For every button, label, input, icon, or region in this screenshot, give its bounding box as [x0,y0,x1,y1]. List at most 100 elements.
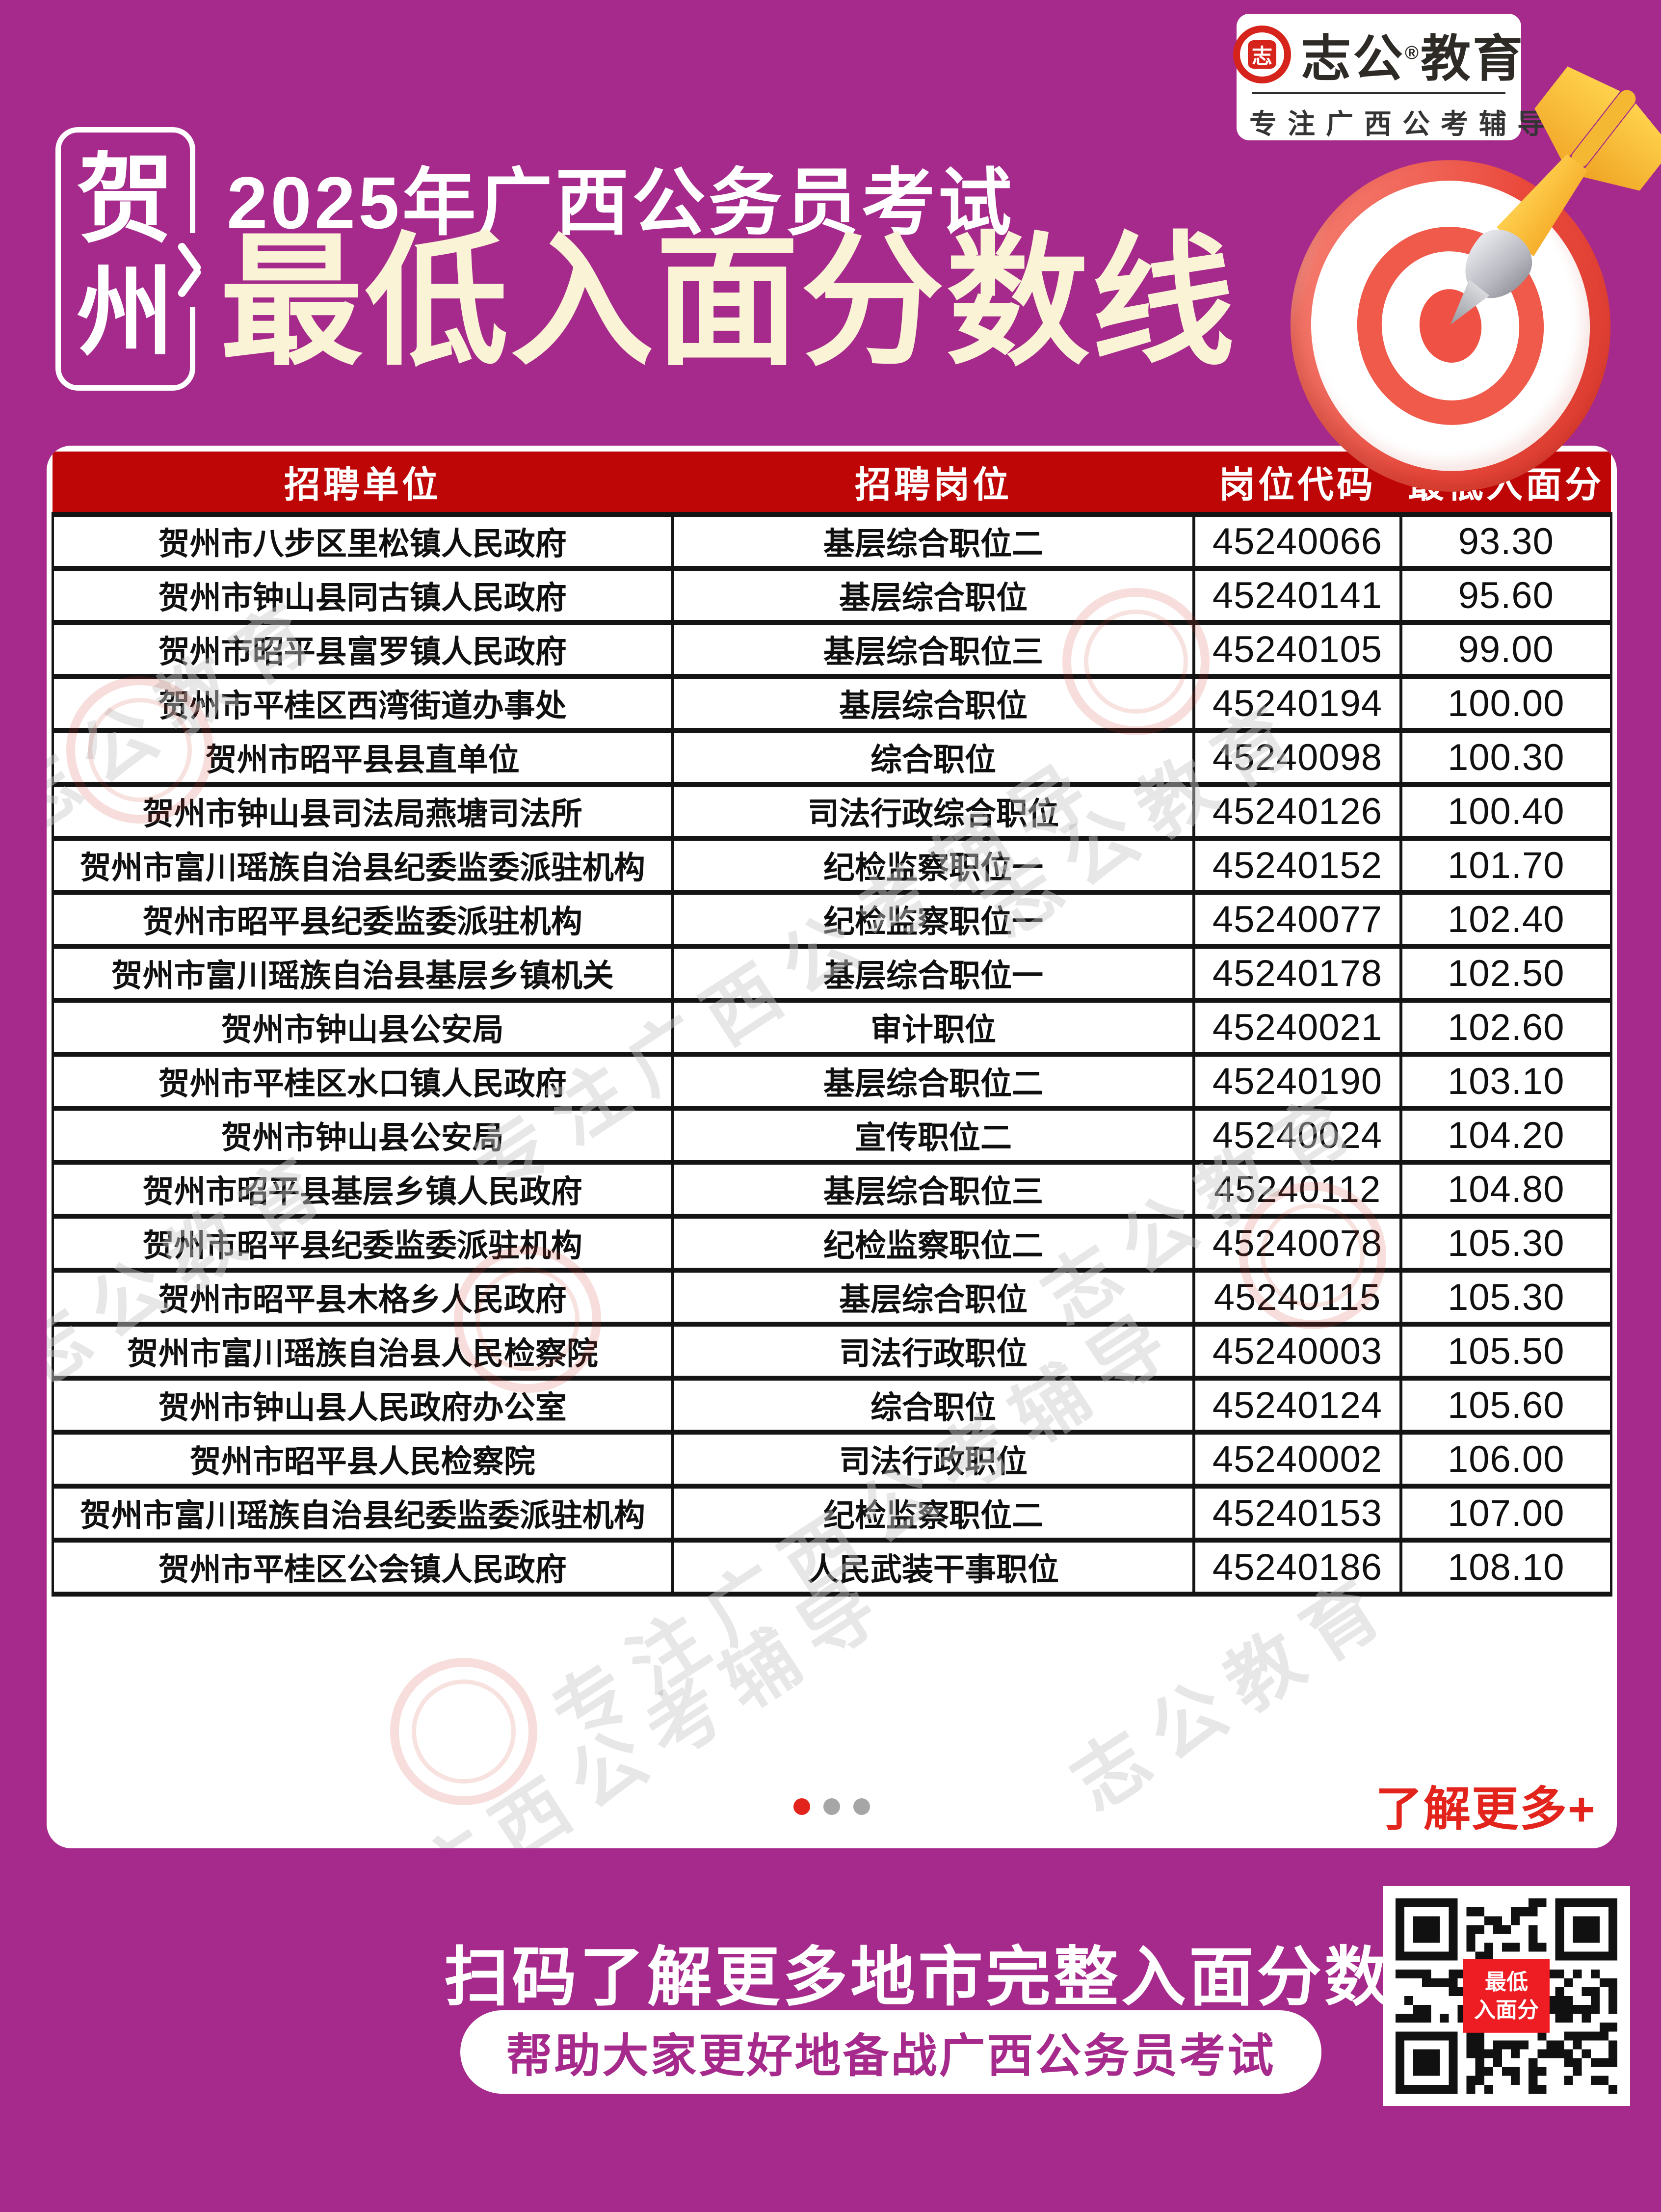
table-cell: 45240077 [1192,890,1401,946]
table-cell: 105.30 [1399,1214,1612,1270]
table-cell: 基层综合职位三 [671,620,1194,676]
table-cell: 贺州市平桂区西湾街道办事处 [51,674,673,730]
table-row: 贺州市钟山县司法局燕塘司法所 司法行政综合职位 45240126 100.40 [51,782,1612,838]
table-cell: 纪检监察职位二 [671,1214,1194,1270]
table-cell: 综合职位 [671,728,1194,784]
pagination-dot[interactable] [853,1798,870,1815]
table-cell: 45240153 [1192,1484,1401,1540]
table-cell: 45240190 [1192,1052,1401,1108]
table-cell: 贺州市富川瑶族自治县纪委监委派驻机构 [51,1484,673,1540]
pagination [793,1798,870,1815]
table-cell: 宣传职位二 [671,1106,1194,1162]
table-cell: 45240186 [1192,1538,1401,1597]
table-cell: 45240152 [1192,836,1401,892]
table-cell: 45240141 [1192,566,1401,622]
table-cell: 101.70 [1399,836,1612,892]
table-cell: 贺州市钟山县公安局 [51,998,673,1054]
qr-pattern [1396,1898,1617,2094]
table-cell: 纪检监察职位一 [671,890,1194,946]
brand-name: 志公®教育 [1301,19,1525,91]
table-cell: 105.60 [1399,1376,1612,1432]
table-cell: 基层综合职位 [671,1268,1194,1324]
table-cell: 102.50 [1399,944,1612,1000]
qr-label-line2: 入面分 [1474,1998,1539,2022]
table-row: 贺州市昭平县木格乡人民政府 基层综合职位 45240115 105.30 [51,1268,1612,1324]
brand-name-left: 志公 [1301,30,1405,87]
table-row: 贺州市平桂区西湾街道办事处 基层综合职位 45240194 100.00 [51,674,1612,730]
table-cell: 95.60 [1399,566,1612,622]
table-cell: 贺州市钟山县公安局 [51,1106,673,1162]
table-cell: 102.60 [1399,998,1612,1054]
table-cell: 审计职位 [671,998,1194,1054]
table-cell: 45240066 [1192,512,1401,568]
table-cell: 贺州市昭平县人民检察院 [51,1430,673,1486]
table-row: 贺州市昭平县基层乡镇人民政府 基层综合职位三 45240112 104.80 [51,1160,1612,1216]
table-cell: 基层综合职位二 [671,1052,1194,1108]
table-cell: 105.50 [1399,1322,1612,1378]
table-cell: 基层综合职位 [671,674,1194,730]
brand-tagline: 专注广西公考辅导 [1249,108,1556,139]
table-cell: 106.00 [1399,1430,1612,1486]
table-cell: 贺州市八步区里松镇人民政府 [51,512,673,568]
table-row: 贺州市平桂区公会镇人民政府 人民武装干事职位 45240186 108.10 [51,1538,1612,1597]
table-cell: 贺州市富川瑶族自治县基层乡镇机关 [51,944,673,1000]
table-row: 贺州市钟山县同古镇人民政府 基层综合职位 45240141 95.60 [51,566,1612,622]
table-cell: 基层综合职位一 [671,944,1194,1000]
table-cell: 纪检监察职位二 [671,1484,1194,1540]
table-cell: 108.10 [1399,1538,1612,1597]
table-cell: 贺州市平桂区公会镇人民政府 [51,1538,673,1597]
table-cell: 105.30 [1399,1268,1612,1324]
table-cell: 103.10 [1399,1052,1612,1108]
table-cell: 贺州市昭平县木格乡人民政府 [51,1268,673,1324]
table-cell: 司法行政综合职位 [671,782,1194,838]
table-cell: 贺州市钟山县司法局燕塘司法所 [51,782,673,838]
pagination-dot[interactable] [823,1798,840,1815]
table-cell: 93.30 [1399,512,1612,568]
table-cell: 贺州市平桂区水口镇人民政府 [51,1052,673,1108]
logo-core-character: 志 [1248,40,1276,69]
qr-label-line1: 最低 [1485,1970,1528,1994]
registered-trademark-icon: ® [1405,42,1421,63]
learn-more-link[interactable]: 了解更多+ [1375,1783,1596,1836]
table-cell: 司法行政职位 [671,1430,1194,1486]
table-cell: 45240112 [1192,1160,1401,1216]
pagination-dot-active[interactable] [793,1798,810,1815]
table-cell: 100.30 [1399,728,1612,784]
watermark-stamp-icon [390,1658,537,1805]
table-cell: 100.40 [1399,782,1612,838]
table-cell: 基层综合职位三 [671,1160,1194,1216]
table-cell: 45240115 [1192,1268,1401,1324]
table-cell: 107.00 [1399,1484,1612,1540]
table-cell: 贺州市富川瑶族自治县纪委监委派驻机构 [51,836,673,892]
table-cell: 贺州市钟山县同古镇人民政府 [51,566,673,622]
table-cell: 贺州市昭平县富罗镇人民政府 [51,620,673,676]
table-row: 贺州市八步区里松镇人民政府 基层综合职位二 45240066 93.30 [51,512,1612,568]
page-title-top: 2025年广西公务员考试 [227,161,1015,244]
table-row: 贺州市富川瑶族自治县纪委监委派驻机构 纪检监察职位一 45240152 101.70 [51,836,1612,892]
table-row: 贺州市昭平县纪委监委派驻机构 纪检监察职位一 45240077 102.40 [51,890,1612,946]
brand-divider [1252,92,1505,94]
table-cell: 45240098 [1192,728,1401,784]
city-badge: 贺 州 [55,127,208,391]
score-table: 招聘单位 招聘岗位 岗位代码 最低入面分 贺州市八步区里松镇人民政府 基层综合职位二 45… [51,452,1612,1597]
table-cell: 102.40 [1399,890,1612,946]
table-cell: 104.80 [1399,1160,1612,1216]
table-row: 贺州市昭平县纪委监委派驻机构 纪检监察职位二 45240078 105.30 [51,1214,1612,1270]
table-cell: 综合职位 [671,1376,1194,1432]
page-title-main: 最低入面分数线 [220,222,1237,382]
qr-code: 最低 入面分 [1383,1886,1630,2106]
table-cell: 司法行政职位 [671,1322,1194,1378]
table-cell: 45240126 [1192,782,1401,838]
table-cell: 104.20 [1399,1106,1612,1162]
city-char-1: 贺 [77,145,174,254]
table-cell: 100.00 [1399,674,1612,730]
table-cell: 贺州市昭平县纪委监委派驻机构 [51,1214,673,1270]
table-cell: 贺州市钟山县人民政府办公室 [51,1376,673,1432]
table-cell: 贺州市昭平县纪委监委派驻机构 [51,890,673,946]
table-cell: 45240124 [1192,1376,1401,1432]
zhigong-logo-icon: 志 [1233,26,1291,83]
table-row: 贺州市昭平县县直单位 综合职位 45240098 100.30 [51,728,1612,784]
table-column-header: 招聘单位 [53,452,673,514]
table-row: 贺州市平桂区水口镇人民政府 基层综合职位二 45240190 103.10 [51,1052,1612,1108]
